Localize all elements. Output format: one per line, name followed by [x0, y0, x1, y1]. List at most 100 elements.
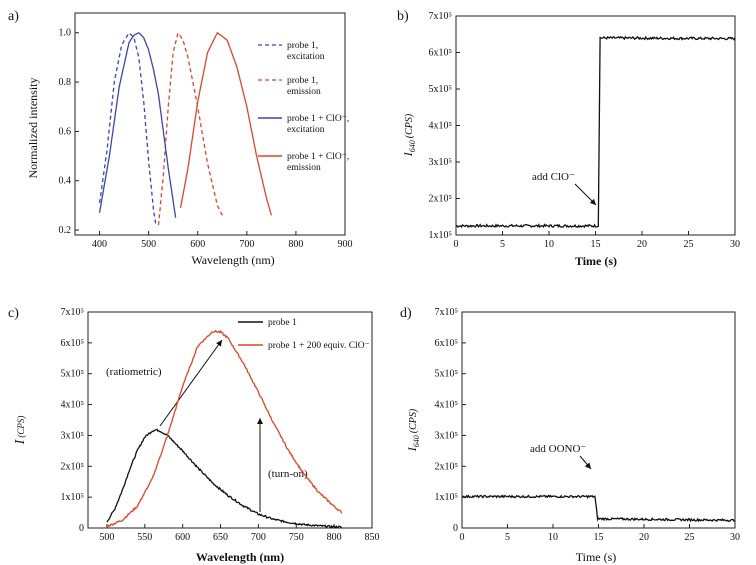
x-tick-label: 500: [99, 532, 114, 543]
y-tick-label: 1x10⁵: [61, 492, 85, 503]
y-tick-label: 1.0: [59, 28, 72, 39]
x-tick-label: 5: [500, 239, 505, 250]
series-line-2: [106, 329, 343, 528]
x-tick-label: 25: [685, 532, 695, 543]
x-tick-label: 550: [137, 532, 152, 543]
x-tick-label: 5: [505, 532, 510, 543]
series-line-1: [455, 35, 736, 229]
panel-label-a: a): [8, 9, 19, 24]
x-tick-label: 10: [544, 239, 554, 250]
y-tick-label: 7x10⁵: [435, 307, 459, 318]
panel-c-legend: probe 1 probe 1 + 200 equiv. ClO⁻: [238, 318, 370, 351]
panel-d-ylabel: I640(CPS): [405, 408, 421, 452]
legend-a4-line2: emission: [287, 163, 321, 173]
x-tick-label: 850: [365, 532, 380, 543]
x-tick-label: 400: [92, 239, 107, 250]
legend-a1-line2: excitation: [287, 52, 325, 62]
x-tick-label: 700: [239, 239, 254, 250]
y-tick-label: 7x10⁵: [61, 307, 85, 318]
y-tick-label: 5x10⁵: [61, 369, 85, 380]
y-tick-label: 3x10⁵: [435, 430, 459, 441]
legend-a4-line1: probe 1 + ClO⁻,: [287, 152, 349, 162]
x-tick-label: 15: [594, 532, 604, 543]
chart-panel-3: 500 550 600 650 700 750 800 850 0 1x10⁵ 2x10⁵ 3x10⁵…: [61, 307, 380, 543]
x-tick-label: 900: [338, 239, 353, 250]
x-tick-label: 600: [175, 532, 190, 543]
chart-panel-1: 400 500 600 700 800 900 0.2 0.4 0.6 0.8 1.0: [59, 12, 353, 250]
x-tick-label: 25: [684, 239, 694, 250]
chart-panel-4: 0 5 10 15 20 25 30 0 1x10⁵ 2x10⁵ 3x10⁵ 4x10⁵ 5x10⁵ 6x…: [435, 307, 741, 543]
arrow-add-oono: [579, 455, 592, 470]
series-line-4: [179, 31, 273, 216]
x-tick-label: 700: [251, 532, 266, 543]
series-line-3: [98, 32, 177, 218]
y-tick-label: 2x10⁵: [429, 194, 453, 205]
y-tick-label: 1x10⁵: [435, 492, 459, 503]
arrow-ratiometric: [159, 339, 223, 427]
panel-c-ylabel: I(CPS): [13, 416, 28, 446]
plot-frame: [74, 12, 346, 236]
x-tick-label: 30: [730, 239, 740, 250]
chart-panel-2: 0 5 10 15 20 25 30 1x10⁵ 2x10⁵ 3x10⁵ 4x10⁵ 5x10⁵ 6x1…: [429, 11, 741, 250]
legend-a1-line1: probe 1,: [287, 41, 318, 51]
annotation-turn-on: (turn-on): [268, 468, 308, 480]
x-tick-label: 600: [190, 239, 205, 250]
panel-label-d: d): [400, 306, 412, 321]
y-tick-label: 5x10⁵: [435, 369, 459, 380]
panel-a-ylabel: Normalized intensity: [26, 78, 40, 179]
x-tick-label: 0: [460, 532, 465, 543]
y-tick-label: 6x10⁵: [61, 338, 85, 349]
y-tick-label: 1x10⁵: [429, 230, 453, 241]
series-line-1: [461, 494, 736, 523]
annotation-add-clo: add ClO⁻: [532, 171, 575, 183]
legend-a2-line1: probe 1,: [287, 76, 318, 86]
legend-a3-line1: probe 1 + ClO⁻,: [287, 114, 349, 124]
y-tick-label: 0.2: [59, 225, 72, 236]
x-tick-label: 650: [213, 532, 228, 543]
y-tick-label: 3x10⁵: [61, 430, 85, 441]
panel-label-c: c): [8, 306, 19, 321]
x-tick-label: 800: [327, 532, 342, 543]
annotation-add-oono: add OONO⁻: [530, 443, 586, 455]
y-tick-label: 4x10⁵: [435, 400, 459, 411]
panel-a-legend: probe 1, excitation probe 1, emission pr…: [258, 41, 349, 173]
panel-b-xlabel: Time (s): [575, 254, 617, 268]
panel-b-ylabel: I640(CPS): [401, 113, 417, 157]
x-tick-label: 800: [288, 239, 303, 250]
y-tick-label: 0.4: [59, 176, 72, 187]
y-tick-label: 0.6: [59, 126, 72, 137]
y-tick-label: 6x10⁵: [429, 48, 453, 59]
x-tick-label: 10: [548, 532, 558, 543]
x-tick-label: 0: [454, 239, 459, 250]
annotation-ratiometric: (ratiometric): [106, 366, 162, 378]
x-tick-label: 15: [591, 239, 601, 250]
x-tick-label: 20: [639, 532, 649, 543]
y-tick-label: 2x10⁵: [435, 461, 459, 472]
panel-a-xlabel: Wavelength (nm): [191, 253, 274, 267]
y-tick-label: 4x10⁵: [429, 121, 453, 132]
y-tick-label: 5x10⁵: [429, 84, 453, 95]
panel-d-xlabel: Time (s): [576, 550, 617, 564]
x-tick-label: 20: [637, 239, 647, 250]
legend-c1: probe 1: [268, 318, 297, 328]
panel-c-xlabel: Wavelength (nm): [196, 550, 284, 564]
panel-label-b: b): [397, 9, 409, 24]
series-line-1: [98, 32, 157, 226]
series-line-1: [106, 428, 342, 529]
y-tick-label: 3x10⁵: [429, 157, 453, 168]
y-tick-label: 4x10⁵: [61, 400, 85, 411]
y-tick-label: 7x10⁵: [429, 11, 453, 22]
y-tick-label: 0.8: [59, 77, 72, 88]
y-tick-label: 2x10⁵: [61, 461, 85, 472]
x-tick-label: 500: [141, 239, 156, 250]
series-line-2: [157, 32, 223, 226]
y-tick-label: 6x10⁵: [435, 338, 459, 349]
x-tick-label: 750: [289, 532, 304, 543]
legend-a2-line2: emission: [287, 87, 321, 97]
y-tick-label: 0: [79, 523, 84, 534]
arrow-add-clo: [574, 183, 597, 206]
y-tick-label: 0: [453, 523, 458, 534]
legend-a3-line2: excitation: [287, 125, 325, 135]
plot-frame: [455, 15, 736, 236]
